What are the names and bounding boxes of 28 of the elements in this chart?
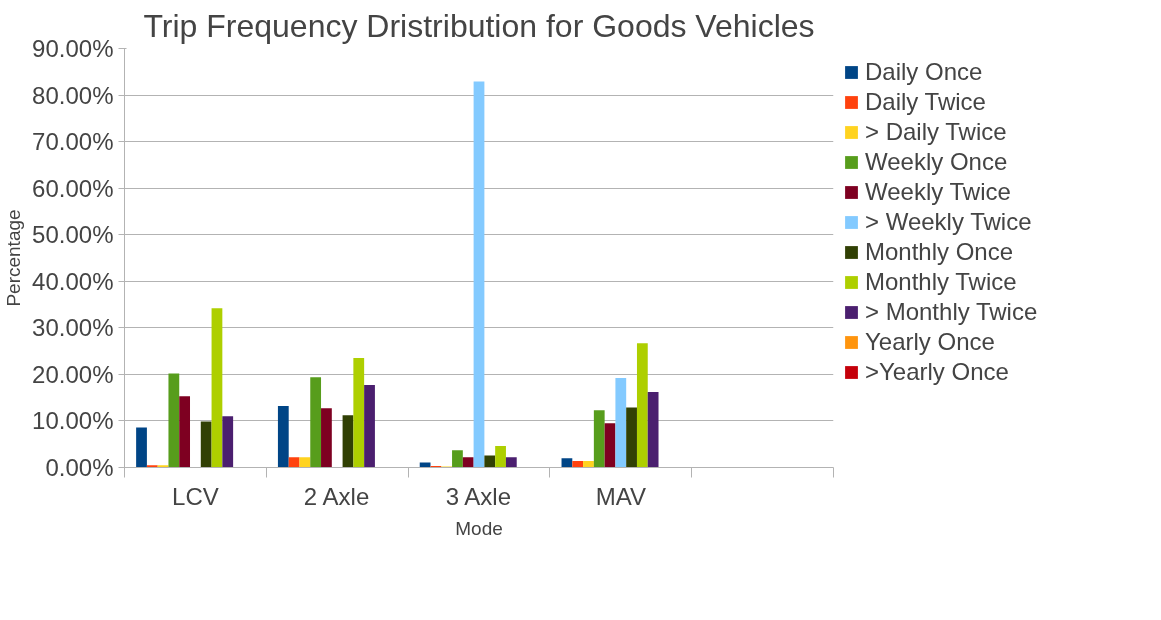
x-tick-label: LCV bbox=[172, 482, 219, 510]
legend-label: > Monthly Twice bbox=[865, 298, 1038, 326]
legend-label: Daily Twice bbox=[865, 88, 986, 116]
y-tick-label: 20.00% bbox=[32, 360, 114, 388]
legend-label: Monthly Once bbox=[865, 238, 1014, 266]
y-tick-label: 40.00% bbox=[32, 267, 114, 295]
legend-label: Daily Once bbox=[865, 58, 983, 86]
legend-label: Monthly Twice bbox=[865, 268, 1017, 296]
y-tick-label: 80.00% bbox=[32, 81, 114, 109]
legend-label: > Weekly Twice bbox=[865, 208, 1032, 236]
y-tick-label: 90.00% bbox=[32, 35, 114, 62]
y-tick-label: 0.00% bbox=[45, 454, 114, 481]
legend-label: > Daily Twice bbox=[865, 118, 1007, 146]
y-axis-title: Percentage bbox=[3, 209, 25, 307]
legend-label: Weekly Twice bbox=[865, 178, 1011, 206]
x-tick-label: 3 Axle bbox=[445, 482, 512, 510]
y-tick-label: 30.00% bbox=[32, 314, 114, 342]
x-tick-label: 2 Axle bbox=[303, 482, 370, 510]
y-tick-label: 50.00% bbox=[32, 221, 114, 249]
chart-title: Trip Frequency Dristribution for Goods Vehicles bbox=[143, 7, 815, 44]
y-tick-label: 10.00% bbox=[32, 407, 114, 435]
legend-label: Yearly Once bbox=[865, 328, 995, 356]
legend-label: Weekly Once bbox=[865, 148, 1008, 176]
legend-label: >Yearly Once bbox=[865, 358, 1009, 386]
y-tick-label: 60.00% bbox=[32, 174, 114, 202]
x-axis-title: Mode bbox=[455, 517, 503, 539]
x-tick-label: MAV bbox=[595, 482, 646, 510]
y-tick-label: 70.00% bbox=[32, 128, 114, 156]
